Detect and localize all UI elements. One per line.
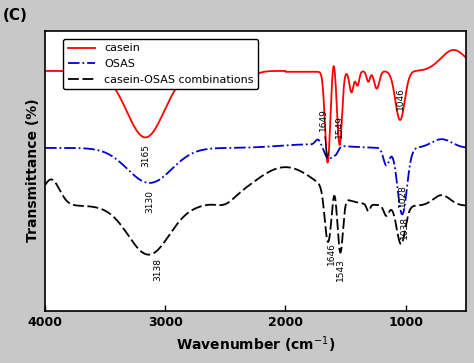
OSAS (348, 144, 354, 149)
OSAS (429, 140, 435, 144)
OSAS (42, 146, 48, 150)
casein-OSAS combinations (348, 199, 354, 203)
OSAS (463, 145, 468, 150)
casein (42, 69, 48, 73)
Y-axis label: Transmittance (%): Transmittance (%) (26, 99, 39, 242)
casein (450, 48, 456, 52)
Text: 3138: 3138 (154, 258, 163, 281)
Line: casein-OSAS combinations: casein-OSAS combinations (45, 167, 465, 255)
casein-OSAS combinations (219, 203, 225, 207)
casein (451, 48, 456, 52)
casein-OSAS combinations (242, 186, 248, 191)
OSAS (242, 146, 248, 150)
casein (222, 70, 228, 74)
casein (348, 89, 354, 93)
casein-OSAS combinations (450, 199, 456, 204)
casein-OSAS combinations (146, 253, 152, 257)
Text: 1649: 1649 (319, 108, 328, 157)
casein-OSAS combinations (429, 198, 435, 202)
Legend: casein, OSAS, casein-OSAS combinations: casein, OSAS, casein-OSAS combinations (63, 39, 258, 89)
X-axis label: Wavenumber (cm$^{-1}$): Wavenumber (cm$^{-1}$) (176, 334, 335, 355)
casein (219, 70, 225, 74)
Text: 3130: 3130 (145, 190, 154, 213)
Text: 3165: 3165 (141, 144, 150, 167)
Line: casein: casein (45, 50, 465, 163)
casein-OSAS combinations (283, 165, 288, 170)
casein-OSAS combinations (222, 202, 228, 206)
casein-OSAS combinations (42, 183, 48, 187)
Text: 1028: 1028 (398, 184, 407, 207)
Text: (C): (C) (3, 8, 28, 23)
Text: 1549: 1549 (335, 115, 344, 138)
OSAS (439, 137, 445, 141)
casein (242, 76, 248, 80)
Line: OSAS: OSAS (45, 139, 465, 215)
Text: 1543: 1543 (336, 258, 345, 281)
OSAS (219, 146, 225, 150)
OSAS (400, 212, 405, 217)
Text: 1046: 1046 (396, 87, 404, 110)
casein (325, 160, 330, 165)
OSAS (450, 141, 456, 145)
casein (463, 55, 468, 60)
OSAS (222, 146, 228, 150)
casein (429, 64, 435, 68)
casein-OSAS combinations (463, 203, 468, 208)
Text: 1038: 1038 (400, 216, 409, 239)
Text: 1646: 1646 (327, 242, 336, 265)
